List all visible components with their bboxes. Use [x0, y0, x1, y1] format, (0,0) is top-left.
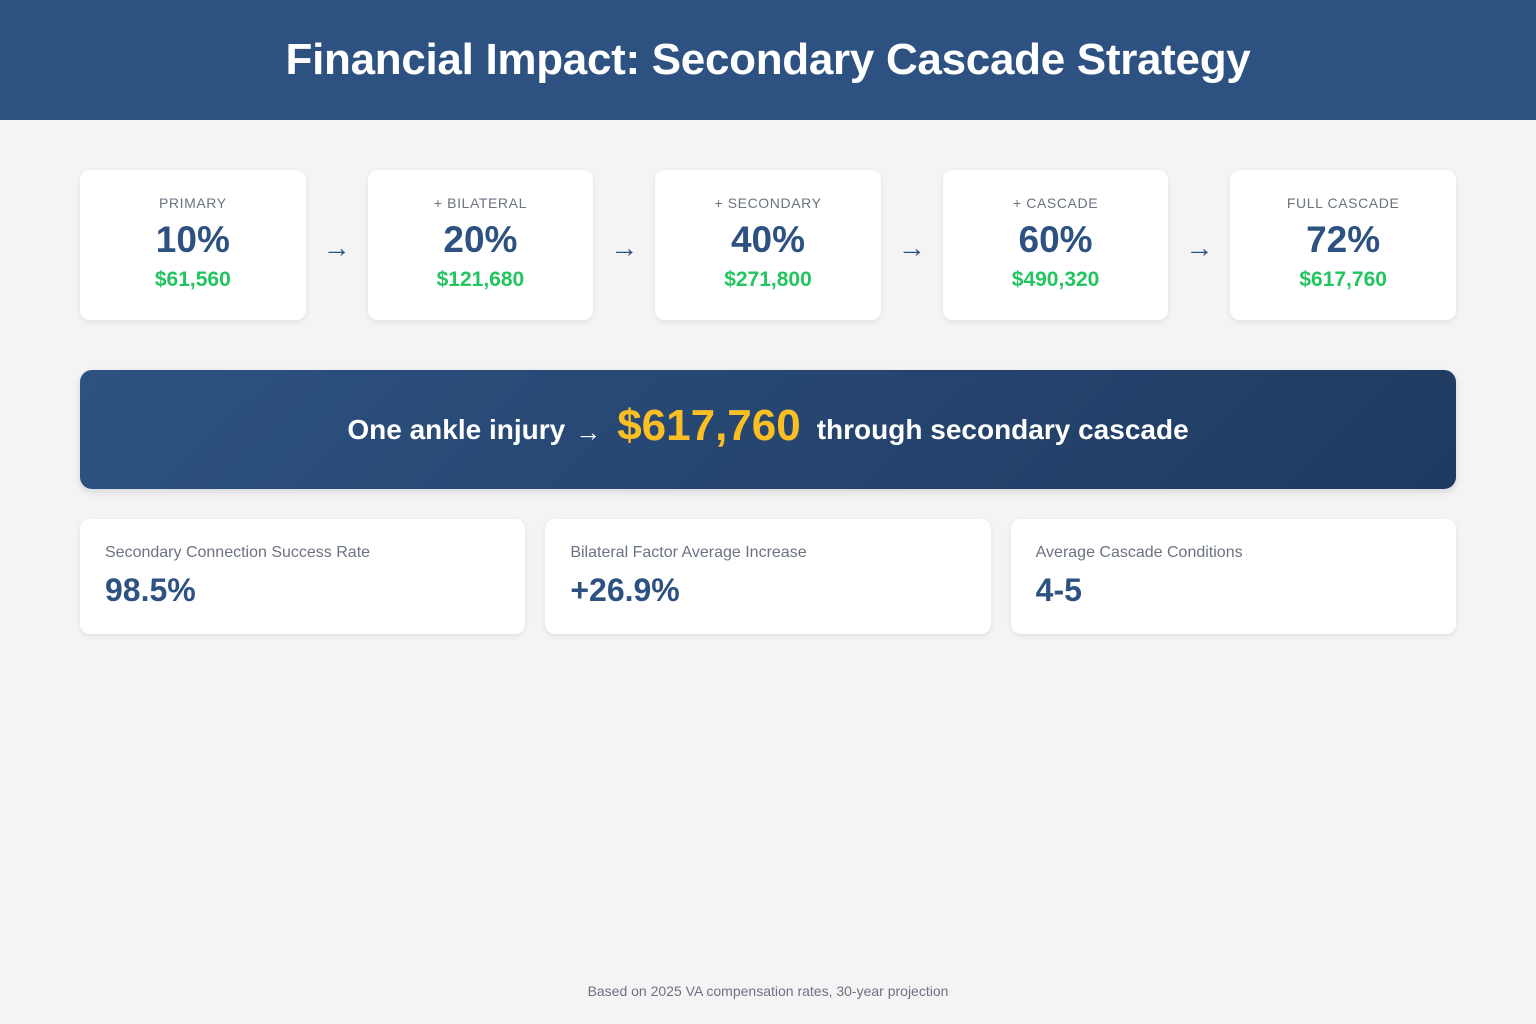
stage-card-secondary: + SECONDARY 40% $271,800 — [655, 170, 881, 320]
stage-label: PRIMARY — [158, 195, 227, 211]
stage-amount: $61,560 — [154, 268, 231, 291]
stage-card-bilateral: + BILATERAL 20% $121,680 — [367, 170, 594, 320]
stat-label: Average Cascade Conditions — [1035, 544, 1243, 561]
stat-card-bilateral-increase: Bilateral Factor Average Increase +26.9% — [545, 519, 991, 634]
stage-card-full-cascade: FULL CASCADE 72% $617,760 — [1230, 170, 1456, 320]
stage-label: + CASCADE — [1012, 195, 1099, 211]
stage-label: FULL CASCADE — [1286, 195, 1400, 211]
stat-value: +26.9% — [570, 572, 680, 608]
stat-card-cascade-conditions: Average Cascade Conditions 4-5 — [1010, 519, 1456, 634]
stat-label: Bilateral Factor Average Increase — [570, 544, 807, 561]
stage-amount: $617,760 — [1299, 268, 1387, 291]
stage-amount: $490,320 — [1011, 268, 1100, 291]
banner-amount: $617,760 — [617, 400, 801, 450]
stage-percent: 72% — [1306, 219, 1381, 260]
banner-suffix: through secondary cascade — [816, 413, 1189, 445]
banner-prefix: One ankle injury — [347, 413, 566, 445]
stat-label: Secondary Connection Success Rate — [105, 544, 371, 561]
stage-percent: 60% — [1018, 219, 1093, 260]
stage-percent: 40% — [730, 219, 806, 260]
footnote: Based on 2025 VA compensation rates, 30-… — [587, 983, 949, 999]
stage-amount: $271,800 — [724, 268, 812, 291]
stage-percent: 20% — [443, 219, 518, 260]
stat-value: 4-5 — [1035, 572, 1082, 608]
cascade-flow: PRIMARY 10% $61,560 → + BILATERAL 20% $1… — [80, 170, 1456, 320]
arrow-right-icon: → — [575, 417, 602, 447]
stage-percent: 10% — [155, 219, 230, 260]
stats-row: Secondary Connection Success Rate 98.5% … — [80, 519, 1456, 634]
page-header: Financial Impact: Secondary Cascade Stra… — [0, 0, 1536, 120]
stat-card-success-rate: Secondary Connection Success Rate 98.5% — [80, 519, 526, 634]
stage-card-primary: PRIMARY 10% $61,560 — [80, 170, 306, 320]
summary-banner: One ankle injury → $617,760 through seco… — [80, 370, 1456, 489]
arrow-right-icon: → — [1185, 232, 1214, 263]
stage-label: + SECONDARY — [714, 195, 822, 211]
arrow-right-icon: → — [897, 232, 926, 263]
stage-card-cascade: + CASCADE 60% $490,320 — [942, 170, 1169, 320]
page-title: Financial Impact: Secondary Cascade Stra… — [285, 35, 1251, 84]
stat-value: 98.5% — [105, 572, 196, 608]
stage-label: + BILATERAL — [433, 195, 527, 211]
stage-amount: $121,680 — [436, 268, 525, 291]
arrow-right-icon: → — [610, 232, 639, 263]
arrow-right-icon: → — [322, 232, 351, 263]
